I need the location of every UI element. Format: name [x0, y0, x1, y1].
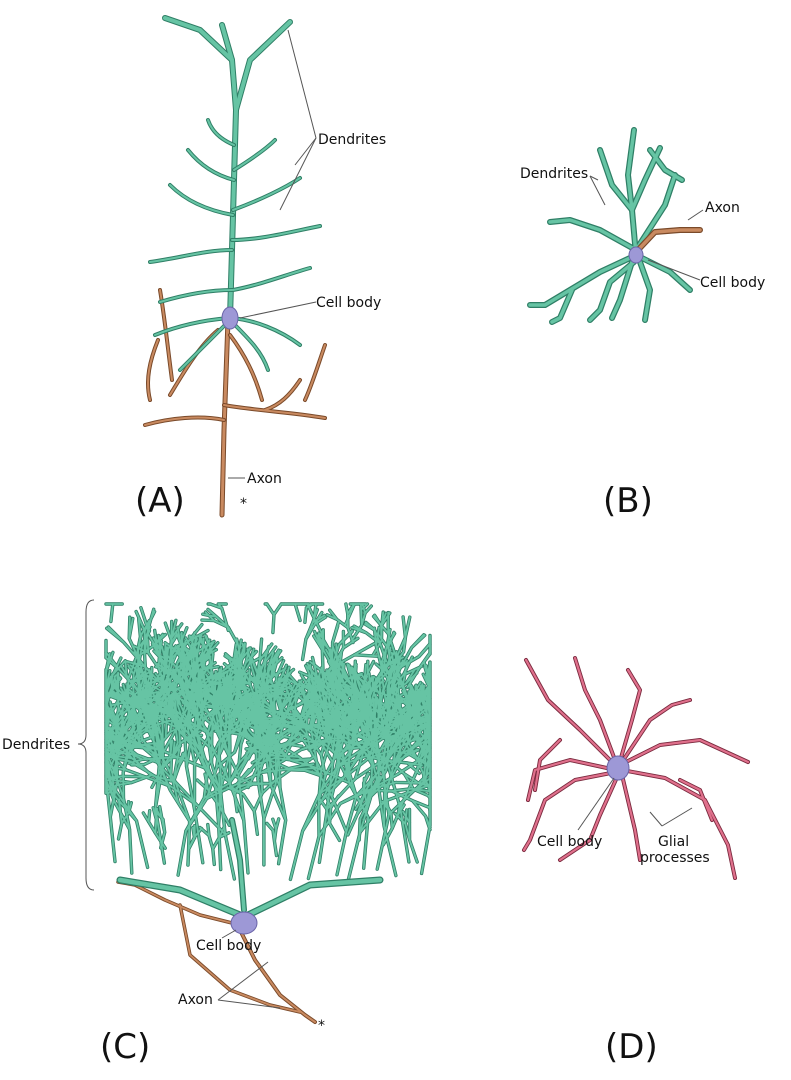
panel-b: Dendrites Axon Cell body (B): [520, 127, 765, 521]
panel-a-leaders: [228, 29, 317, 479]
panel-b-axon: [635, 227, 703, 253]
panel-d-glial-label-line1: Glial: [658, 834, 689, 850]
purkinje-branches: [105, 603, 431, 881]
panel-c-cell-body-label: Cell body: [196, 938, 261, 954]
panel-a: Dendrites Cell body Axon * (A): [135, 15, 386, 521]
panel-c-leaders: [217, 929, 281, 1009]
panel-c: Dendrites Cell body Axon * (C): [2, 599, 432, 1067]
panel-d: Cell body Glial processes (D): [522, 656, 750, 1067]
panel-a-axon-label: Axon: [247, 471, 282, 487]
panel-b-cell-body: [628, 246, 644, 264]
panel-a-cell-body-label: Cell body: [316, 295, 381, 311]
panel-b-letter: (B): [603, 481, 653, 521]
panel-a-asterisk: *: [240, 496, 247, 512]
panel-b-dendrites: [527, 127, 693, 325]
panel-d-cell-body-label: Cell body: [537, 834, 602, 850]
panel-c-cell-body: [230, 911, 258, 935]
panel-c-dendritic-arbor: [104, 602, 432, 882]
panel-c-dendrites-label: Dendrites: [2, 737, 70, 753]
panel-d-glial-label-line2: processes: [640, 850, 710, 866]
panel-d-cell-body: [606, 755, 630, 781]
panel-c-letter: (C): [100, 1027, 150, 1067]
panel-a-dendrites: [148, 15, 322, 372]
panel-a-dendrites-label: Dendrites: [318, 132, 386, 148]
panel-b-leaders: [589, 175, 704, 281]
panel-b-cell-body-label: Cell body: [700, 275, 765, 291]
panel-d-letter: (D): [605, 1027, 658, 1067]
panel-c-dendrites-bracket: [77, 599, 95, 891]
panel-c-main-dendrites: [116, 817, 384, 919]
panel-c-axon-label: Axon: [178, 992, 213, 1008]
panel-a-letter: (A): [135, 481, 185, 521]
panel-b-axon-label: Axon: [705, 200, 740, 216]
panel-d-glial-processes: [522, 656, 750, 880]
panel-c-asterisk: *: [318, 1018, 325, 1034]
panel-d-leaders: [577, 777, 693, 831]
panel-a-cell-body: [221, 306, 239, 330]
panel-b-dendrites-label: Dendrites: [520, 166, 588, 182]
